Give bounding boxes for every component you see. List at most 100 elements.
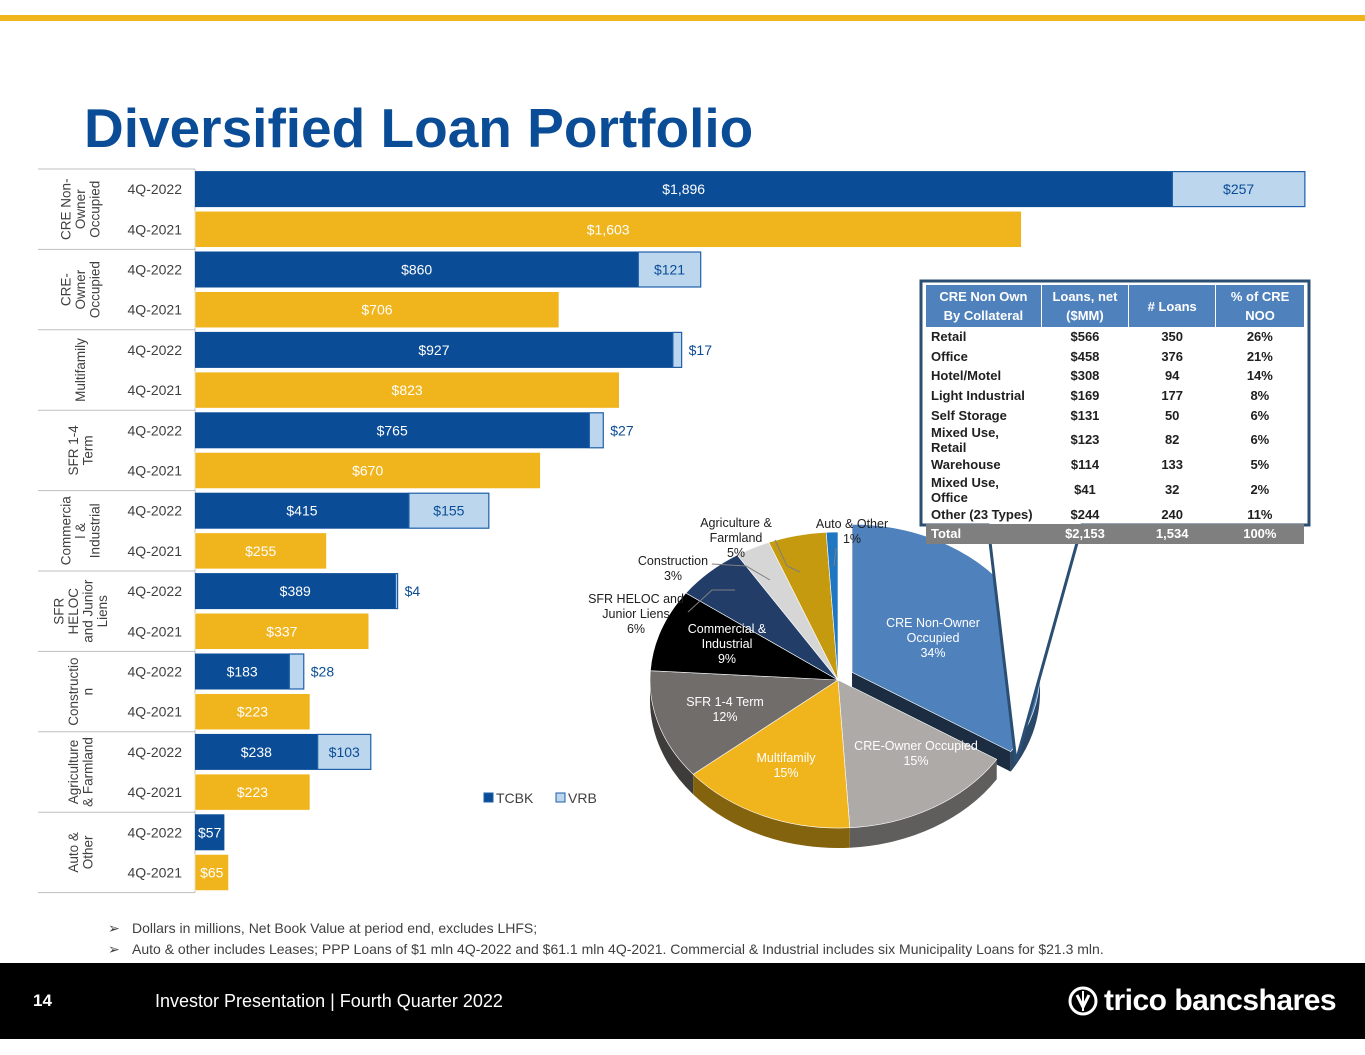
category-label-line: SFR: [51, 597, 66, 624]
cre-collateral-table: CRE Non Own By Collateral Loans, net ($MM)…: [926, 285, 1304, 544]
bar-4q-2021: [194, 613, 369, 650]
period-label: 4Q-2022: [128, 744, 183, 760]
slice-label: CRE Non-Owner Occupied 34%: [886, 616, 980, 660]
period-label: 4Q-2021: [128, 302, 183, 318]
table-header-loan-count: # Loans: [1128, 285, 1216, 327]
category-label-line: Occupied: [88, 261, 103, 318]
bar-4q-2021: [194, 532, 327, 570]
table-cell: Hotel/Motel: [931, 368, 1002, 384]
category-label: SFR 1-4Term: [66, 425, 96, 476]
data-label: $183: [227, 664, 258, 680]
footnote-text: Auto & other includes Leases; PPP Loans …: [132, 941, 1104, 957]
data-label: $860: [401, 262, 432, 278]
bar-tcbk: [195, 412, 590, 449]
table-row: Self Storage $131 50 6%: [926, 405, 1304, 425]
company-logo: trico bancshares: [1068, 981, 1337, 1021]
table-cell: $131: [1070, 407, 1100, 423]
slice-label-line: 15%: [903, 754, 928, 768]
data-label: $415: [286, 503, 317, 519]
table-cell: 11%: [1247, 506, 1273, 522]
category-label: Auto &Other: [66, 832, 96, 873]
period-label: 4Q-2022: [128, 503, 183, 519]
legend-swatch: [483, 792, 494, 803]
slice-multifamily: [692, 679, 851, 829]
period-label: 4Q-2022: [128, 262, 183, 278]
bar-vrb: [288, 653, 305, 690]
table-header-loans-net: Loans, net ($MM): [1040, 285, 1129, 327]
table-cell: Self Storage: [931, 407, 1007, 423]
table-header-collateral: CRE Non Own By Collateral: [926, 285, 1042, 327]
slice-label: Auto & Other 1%: [816, 517, 888, 546]
table-cell: 26%: [1246, 329, 1273, 345]
period-label: 4Q-2021: [128, 221, 183, 237]
data-label: $823: [392, 382, 423, 398]
table-cell: $169: [1070, 388, 1100, 404]
logo-mark-icon: [1068, 986, 1098, 1016]
data-label: $27: [610, 422, 634, 438]
data-label: $337: [266, 623, 297, 639]
chart-legend: TCBK VRB: [483, 790, 597, 806]
category-label-line: Constructio: [66, 657, 81, 725]
table-cell: Light Industrial: [931, 388, 1025, 404]
slice-label-line: Construction: [638, 554, 708, 568]
slice-label-line: 12%: [712, 710, 737, 724]
period-label: 4Q-2022: [128, 342, 183, 358]
slice-label-line: 5%: [727, 546, 745, 560]
category-label-line: n: [80, 688, 95, 696]
page-number: 14: [33, 991, 52, 1010]
period-label: 4Q-2021: [128, 784, 183, 800]
footnotes: ➢ Dollars in millions, Net Book Value at …: [108, 918, 1348, 960]
footer-caption: Investor Presentation | Fourth Quarter 2…: [155, 991, 503, 1011]
bar-vrb: [408, 492, 490, 529]
table-row: Light Industrial $169 177 8%: [926, 386, 1304, 406]
table-cell: 376: [1161, 348, 1184, 364]
table-total-row: Total $2,153 1,534 100%: [926, 524, 1304, 544]
category-label-line: Liens: [95, 595, 110, 628]
slice-label-line: 34%: [920, 646, 945, 660]
period-label: 4Q-2022: [128, 181, 183, 197]
table-cell: 1,534: [1128, 524, 1216, 544]
period-label: 4Q-2022: [128, 824, 183, 840]
leader-line: [711, 563, 771, 581]
leader-line: [833, 547, 837, 567]
legend-label: VRB: [568, 790, 597, 806]
slice-label-line: Occupied: [907, 631, 960, 645]
slice-label: CRE-Owner Occupied 15%: [854, 739, 978, 768]
period-label: 4Q-2021: [128, 463, 183, 479]
period-label: 4Q-2022: [128, 664, 183, 680]
legend-label: TCBK: [496, 790, 534, 806]
period-label: 4Q-2022: [128, 583, 183, 599]
data-label: $389: [280, 583, 311, 599]
category-label: Commercial &Industrial: [59, 496, 103, 566]
category-label-line: Agriculture: [66, 740, 81, 805]
slice-sfr-1-4-term: [649, 670, 839, 775]
table-cell: 32: [1164, 482, 1180, 498]
data-label: $927: [418, 342, 449, 358]
bar-4q-2021: [194, 854, 229, 891]
category-label-line: Owner: [73, 189, 88, 229]
category-label-line: CRE Non-: [59, 178, 74, 240]
bar-tcbk: [195, 171, 1173, 208]
table-cell: $123: [1070, 432, 1100, 448]
slice-label-line: Farmland: [710, 531, 763, 545]
category-label-line: HELOC: [66, 588, 81, 635]
period-label: 4Q-2021: [128, 704, 183, 720]
table-cell: 8%: [1250, 388, 1270, 404]
slice-label-line: Agriculture &: [700, 516, 772, 530]
data-label: $57: [198, 824, 222, 840]
pie-chart: CRE Non-Owner Occupied 34% CRE-Owner Occupi…: [588, 516, 1041, 848]
category-label-line: Occupied: [88, 181, 103, 238]
slice-label: Commercial & Industrial 9%: [688, 622, 767, 666]
data-label: $238: [241, 744, 272, 760]
table-row: Office $458 376 21%: [926, 347, 1304, 367]
category-label: Multifamily: [73, 338, 88, 402]
table-cell: 240: [1161, 506, 1184, 522]
data-label: $17: [689, 342, 713, 358]
slice-label: Agriculture & Farmland 5%: [700, 516, 772, 560]
data-label: $223: [237, 704, 268, 720]
slice-label: Multifamily 15%: [756, 751, 816, 780]
period-label: 4Q-2021: [128, 543, 183, 559]
bar-tcbk: [195, 331, 673, 368]
period-label: 4Q-2022: [128, 422, 183, 438]
table-cell: $114: [1070, 457, 1100, 473]
